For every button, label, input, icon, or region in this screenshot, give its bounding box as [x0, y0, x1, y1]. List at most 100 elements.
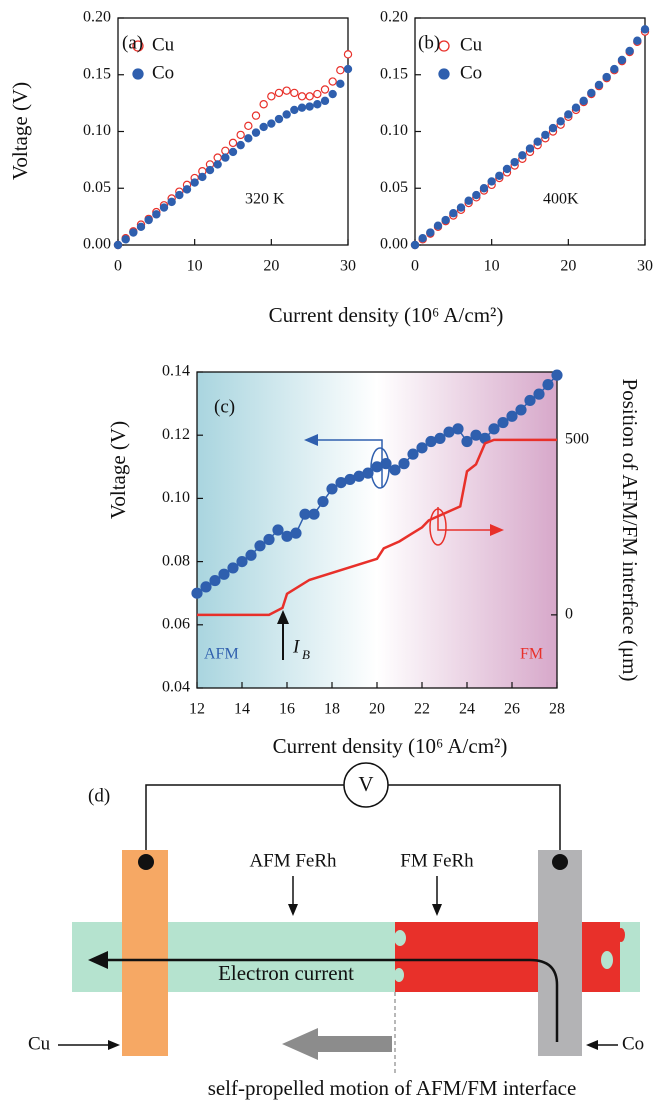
data-point	[328, 77, 337, 86]
x-axis-label: Current density (10⁶ A/cm²)	[273, 734, 508, 758]
afm-region	[620, 922, 640, 992]
data-point	[227, 562, 239, 574]
y-tick-label: 0.00	[83, 236, 111, 253]
data-point	[488, 423, 500, 435]
data-point	[259, 100, 268, 109]
afm-label: AFM	[204, 646, 239, 663]
data-point	[244, 134, 253, 143]
data-point	[497, 416, 509, 429]
data-point	[625, 46, 634, 56]
data-point	[320, 96, 330, 106]
x-tick-label: 0	[114, 258, 122, 275]
data-point	[282, 86, 291, 95]
data-point	[159, 203, 169, 212]
data-point	[200, 581, 212, 593]
fm-region	[395, 922, 620, 992]
x-tick-label: 28	[549, 701, 565, 718]
fm-label: FM	[520, 646, 543, 663]
y-tick-label: 0.04	[162, 679, 190, 696]
y-tick-label: 0.10	[380, 122, 408, 139]
data-point	[551, 369, 563, 381]
electrode-label: Cu	[28, 1033, 51, 1054]
data-point	[175, 190, 184, 200]
y-tick-label: 0.05	[380, 179, 408, 196]
data-point	[244, 121, 253, 131]
data-point	[495, 171, 504, 180]
data-point	[218, 568, 230, 580]
data-point	[297, 103, 307, 112]
legend-label: Co	[152, 62, 174, 83]
data-point	[320, 85, 330, 94]
y2-axis-label: Position of AFM/FM interface (μm)	[618, 379, 642, 682]
x-tick-label: 18	[324, 701, 340, 718]
x-tick-label: 26	[504, 701, 520, 718]
panel-label: (a)	[122, 32, 143, 53]
data-point	[290, 527, 302, 539]
data-point	[594, 80, 604, 90]
panel-label: (d)	[88, 785, 110, 806]
electrode-label: Co	[622, 1033, 644, 1054]
annotation: 320 K	[245, 191, 285, 208]
data-point	[213, 160, 222, 169]
data-point	[236, 140, 245, 150]
domain	[394, 968, 404, 982]
panel-label: (c)	[214, 396, 235, 417]
domain	[601, 951, 613, 969]
y-tick-label: 0.12	[162, 426, 190, 443]
y2-tick-label: 0	[565, 606, 573, 623]
data-point	[336, 79, 345, 89]
motion-arrow	[282, 1028, 392, 1060]
data-point	[587, 88, 596, 98]
data-point	[205, 165, 215, 175]
data-point	[452, 423, 464, 435]
data-point	[297, 92, 307, 101]
data-point	[410, 240, 420, 250]
data-point	[506, 410, 518, 422]
data-point	[564, 110, 573, 119]
data-point	[502, 164, 512, 174]
wire	[388, 784, 561, 862]
x-tick-label: 14	[234, 701, 250, 718]
data-point	[533, 388, 545, 400]
series-pointer	[437, 507, 496, 531]
data-point	[343, 50, 353, 59]
series-pointer	[370, 447, 390, 489]
data-point	[259, 122, 268, 132]
wire	[145, 784, 344, 862]
data-point	[191, 587, 203, 599]
y-tick-label: 0.15	[380, 65, 408, 82]
data-point	[182, 185, 192, 194]
y-tick-label: 0.05	[83, 179, 111, 196]
contact	[552, 854, 568, 870]
data-point	[251, 128, 261, 137]
data-point	[290, 88, 299, 98]
y-tick-label: 0.20	[380, 9, 408, 26]
data-point	[209, 574, 221, 587]
series-pointer	[312, 439, 383, 488]
data-point	[245, 549, 257, 561]
y-tick-label: 0.08	[162, 552, 190, 569]
legend-label: Cu	[152, 34, 175, 55]
x-tick-label: 10	[484, 258, 500, 275]
y-axis-label: Voltage (V)	[106, 421, 130, 519]
data-point	[426, 228, 435, 237]
data-point	[313, 89, 322, 99]
data-point	[542, 379, 554, 391]
data-point	[305, 102, 314, 111]
arrowhead	[586, 1040, 598, 1050]
caption: self-propelled motion of AFM/FM interfac…	[208, 1076, 577, 1100]
data-point	[267, 119, 276, 128]
y-tick-label: 0.14	[162, 363, 190, 380]
legend-marker	[132, 68, 144, 80]
arrowhead	[304, 434, 318, 446]
data-point	[282, 110, 291, 119]
data-point	[343, 64, 353, 74]
x-tick-label: 0	[411, 258, 419, 275]
data-point	[228, 138, 238, 148]
data-point	[167, 197, 176, 207]
legend-label: Cu	[460, 34, 483, 55]
afm-label: AFM FeRh	[249, 850, 337, 871]
co-electrode	[538, 850, 582, 1056]
data-point	[305, 92, 314, 101]
data-point	[441, 215, 450, 225]
